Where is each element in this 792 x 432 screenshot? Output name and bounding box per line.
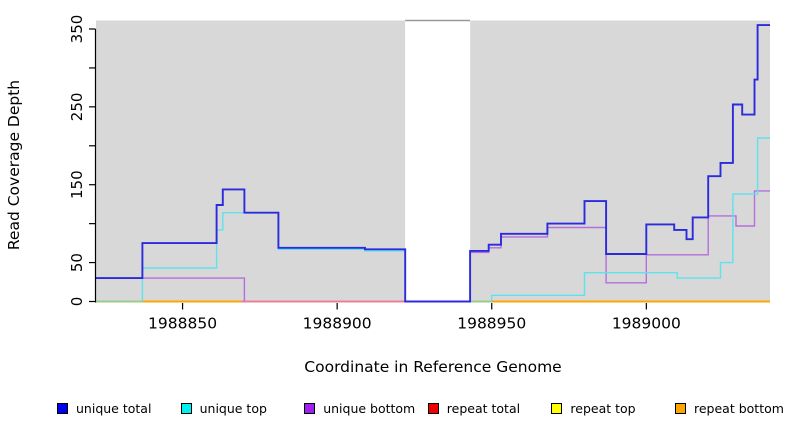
- legend-swatch-repeat-total: [427, 402, 439, 414]
- series-line-unique-top: [491, 137, 770, 302]
- legend-label: unique top: [199, 400, 267, 416]
- y-axis-title: Read Coverage Depth: [5, 79, 23, 251]
- legend-label: repeat top: [570, 400, 636, 416]
- legend-label: repeat bottom: [694, 400, 784, 416]
- legend-label: unique total: [76, 400, 152, 416]
- legend-item-repeat-top: repeat top: [551, 400, 636, 416]
- x-tick-label: 1988900: [303, 315, 372, 333]
- x-axis-title: Coordinate in Reference Genome: [304, 358, 562, 376]
- background-band-right: [470, 20, 770, 303]
- x-tick-label: 1988950: [457, 315, 526, 333]
- y-tick-label: 350: [68, 15, 86, 44]
- legend-swatch-unique-bottom: [304, 402, 316, 414]
- series-line-unique-total: [96, 24, 770, 303]
- y-tick-label: 50: [68, 253, 86, 272]
- background-band-left: [96, 20, 406, 303]
- x-tick-label: 1989000: [612, 315, 681, 333]
- legend-swatch-repeat-top: [551, 402, 563, 414]
- legend-item-unique-total: unique total: [57, 400, 151, 416]
- legend-swatch-unique-top: [180, 402, 192, 414]
- legend-swatch-unique-total: [57, 402, 68, 414]
- y-tick-label: 250: [68, 93, 86, 122]
- coverage-plot: 0 50 150 250 350 1988850 1988900 1988950 1989000: [68, 15, 770, 333]
- legend-item-repeat-total: repeat total: [427, 400, 521, 416]
- y-tick-label: 150: [68, 170, 86, 199]
- legend-label: repeat total: [446, 400, 521, 416]
- legend-swatch-repeat-bottom: [675, 402, 686, 414]
- series-line-unique-bottom: [96, 277, 246, 302]
- legend-item-unique-bottom: unique bottom: [304, 400, 415, 416]
- legend-item-repeat-bottom: repeat bottom: [675, 400, 784, 416]
- y-tick-label: 0: [68, 297, 86, 307]
- legend-item-unique-top: unique top: [180, 400, 267, 416]
- masked-region: [405, 20, 471, 303]
- legend-label: unique bottom: [323, 400, 416, 416]
- x-tick-label: 1988850: [148, 315, 217, 333]
